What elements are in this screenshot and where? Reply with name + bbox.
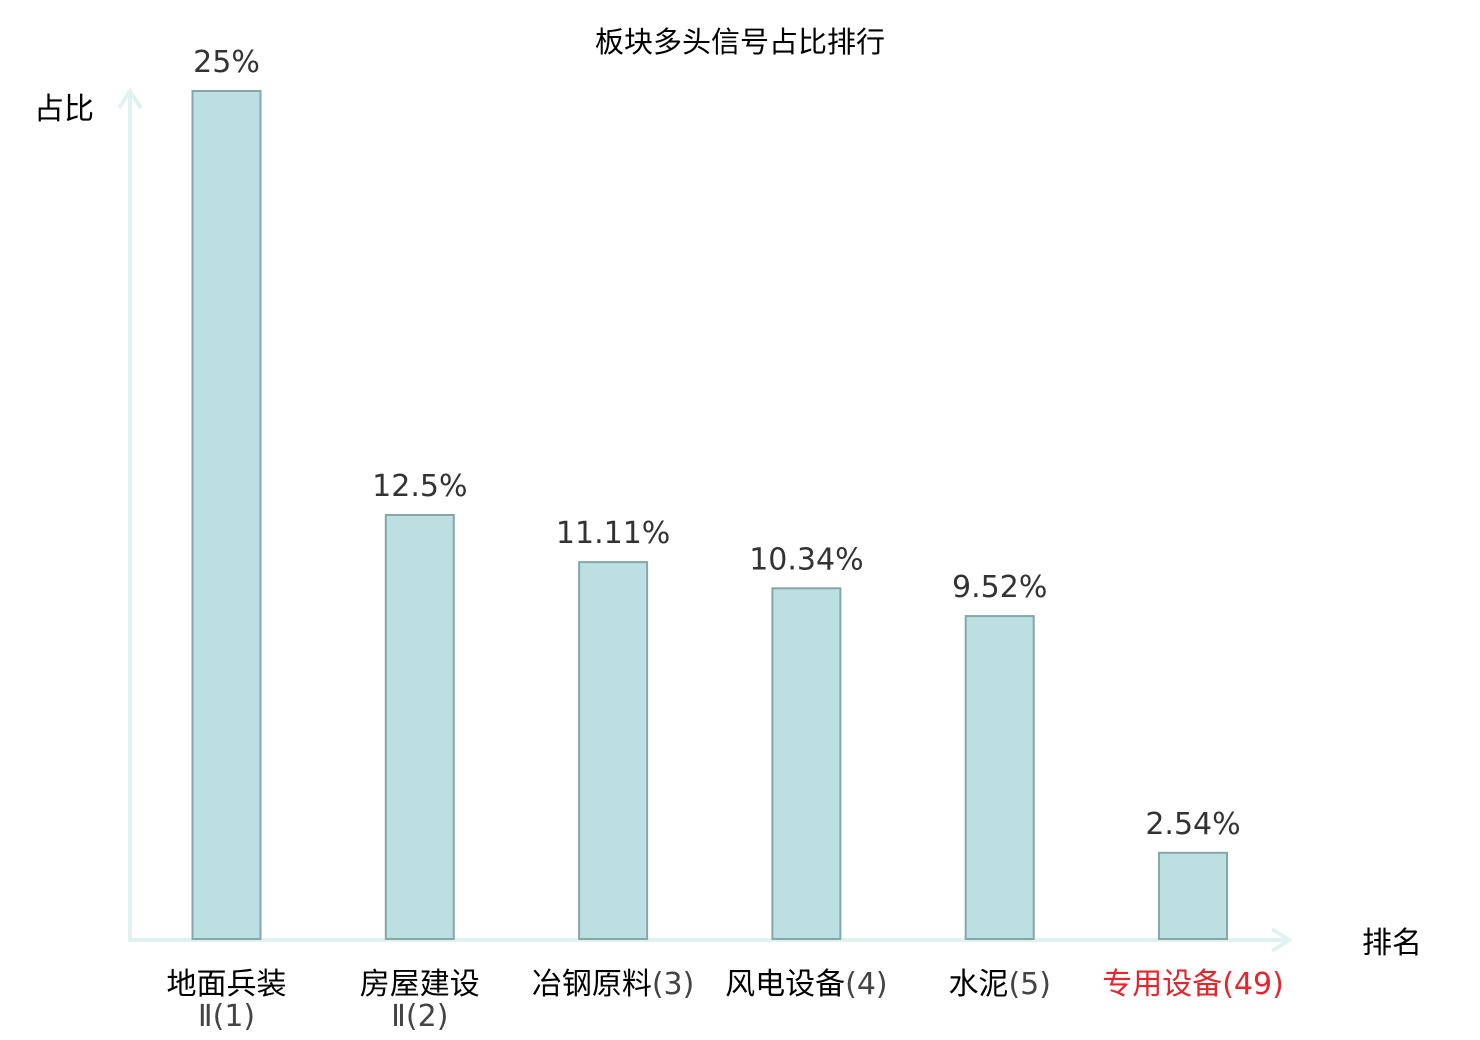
category-label-6: 专用设备(49) xyxy=(1102,967,1284,1002)
chart-title: 板块多头信号占比排行 xyxy=(595,25,885,59)
bars-group xyxy=(191,90,1228,940)
category-label-5: 水泥(5) xyxy=(948,967,1050,1002)
category-name-line: 地面兵装 xyxy=(167,967,287,1002)
y-axis-arrow-icon xyxy=(117,87,143,110)
category-name-line: 房屋建设 xyxy=(360,967,480,1002)
value-label-2: 12.5% xyxy=(372,469,467,504)
category-rank: (3) xyxy=(652,967,695,1002)
bar-1 xyxy=(191,90,262,940)
y-axis-label: 占比 xyxy=(34,92,94,127)
category-rank: (1) xyxy=(213,999,256,1034)
x-axis-arrow-icon xyxy=(1270,927,1293,953)
value-label-3: 11.11% xyxy=(556,516,670,551)
category-label-2: 房屋建设 Ⅱ(2) xyxy=(360,967,480,1034)
category-rank: (2) xyxy=(406,999,449,1034)
value-labels-group: 25% 12.5% 11.11% 10.34% 9.52% 2.54% xyxy=(193,45,1241,842)
category-name-line: 专用设备 xyxy=(1102,967,1222,1002)
value-label-5: 9.52% xyxy=(952,570,1047,605)
category-rank: (4) xyxy=(845,967,888,1002)
bar-3 xyxy=(578,561,649,940)
y-axis: 占比 xyxy=(34,87,143,940)
bar-5 xyxy=(964,615,1035,940)
category-name-line: 水泥 xyxy=(948,967,1008,1002)
category-name-line: 冶钢原料 xyxy=(532,967,652,1002)
value-label-6: 2.54% xyxy=(1145,807,1240,842)
category-labels-group: 地面兵装 Ⅱ(1)房屋建设 Ⅱ(2)冶钢原料(3) 风电设备(4) 水泥(5) 专用设备(… xyxy=(167,967,1284,1034)
category-label-1: 地面兵装 Ⅱ(1) xyxy=(167,967,287,1034)
bar-6 xyxy=(1158,851,1228,940)
value-label-4: 10.34% xyxy=(749,542,863,577)
category-name-line: Ⅱ xyxy=(391,999,406,1034)
value-label-1: 25% xyxy=(193,45,260,80)
category-rank: (5) xyxy=(1008,967,1050,1002)
category-name-line: Ⅱ xyxy=(198,999,213,1034)
x-axis: 排名 xyxy=(128,926,1422,961)
category-name-line: 风电设备 xyxy=(725,967,845,1002)
category-label-4: 风电设备(4) xyxy=(725,967,888,1002)
bar-4 xyxy=(771,587,842,940)
x-axis-label: 排名 xyxy=(1362,926,1422,961)
category-label-3: 冶钢原料(3) xyxy=(532,967,695,1002)
category-rank: (49) xyxy=(1222,967,1284,1002)
bar-2 xyxy=(384,514,455,940)
